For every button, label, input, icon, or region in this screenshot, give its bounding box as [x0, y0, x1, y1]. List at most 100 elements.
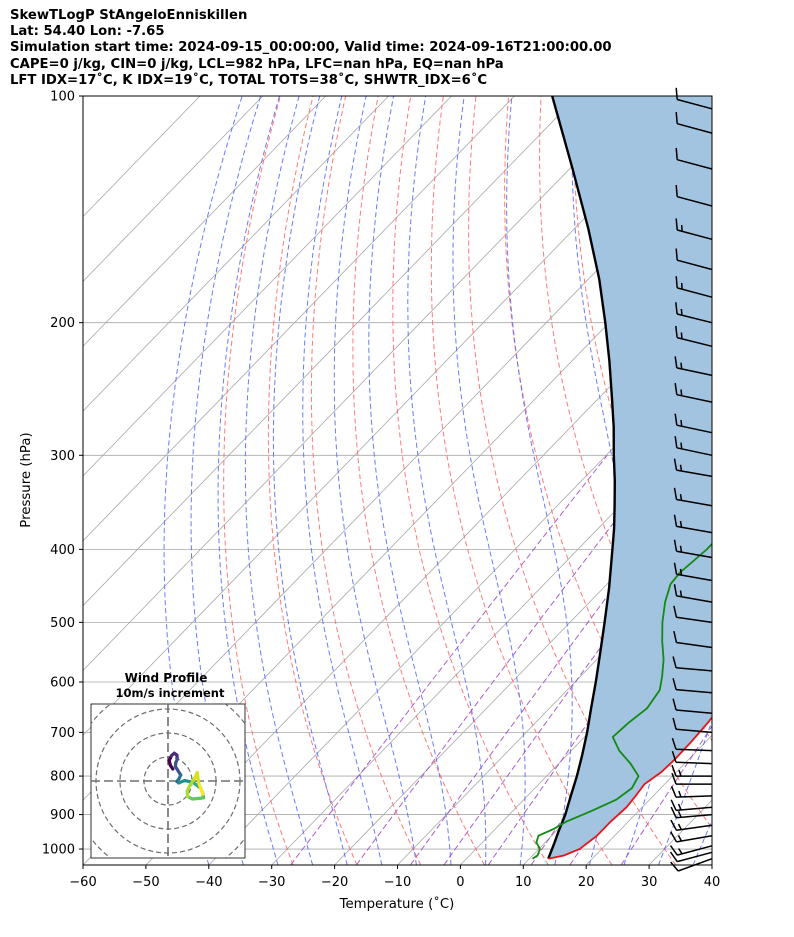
dry-adiabat: [572, 96, 712, 652]
x-tick-label: 10: [515, 875, 532, 890]
isotherm-line: [83, 96, 704, 736]
isotherm-line: [397, 540, 712, 865]
isotherm-line: [711, 864, 712, 865]
wind-barb: [675, 147, 713, 170]
wind-barb: [673, 605, 713, 624]
wind-barb: [672, 656, 713, 672]
cape-cin-shading: [548, 96, 712, 859]
moist-adiabat: [217, 96, 280, 865]
dry-adiabat: [392, 96, 549, 865]
wind-barb: [673, 458, 713, 478]
x-axis-ticks: −60 −50 −40 −30 −20 −10 0 10 20 30 40: [69, 865, 720, 890]
parcel-profile-line: [547, 96, 617, 860]
hodograph-trace-segment: [199, 787, 205, 796]
chart-title: SkewTLogP StAngeloEnniskillen: [10, 8, 248, 23]
wind-barb: [669, 845, 713, 856]
hodograph-plot: [91, 704, 245, 858]
isotherm-line: [334, 475, 712, 865]
y-tick-label: 700: [50, 726, 75, 741]
wind-barb: [672, 717, 713, 734]
wind-barb: [671, 750, 713, 765]
isotherm-line: [83, 96, 578, 607]
x-tick-label: −30: [258, 875, 285, 890]
x-tick-label: 20: [578, 875, 595, 890]
x-tick-label: −10: [384, 875, 411, 890]
dry-adiabat: [538, 96, 712, 742]
wind-barb: [670, 819, 713, 832]
moist-adiabat: [452, 96, 526, 865]
wind-barb: [670, 786, 713, 798]
moist-adiabat: [368, 96, 452, 865]
y-tick-label: 600: [50, 675, 75, 690]
stability-indices: LFT IDX=17˚C, K IDX=19˚C, TOTAL TOTS=38˚…: [10, 72, 488, 88]
moist-adiabat: [272, 96, 348, 865]
y-tick-label: 900: [50, 808, 75, 823]
simulation-time: Simulation start time: 2024-09-15_00:00:…: [10, 40, 612, 56]
wind-barb: [673, 630, 713, 649]
wind-barb: [675, 276, 713, 298]
x-tick-label: −50: [132, 875, 159, 890]
y-tick-label: 400: [50, 543, 75, 558]
isotherm-line: [83, 96, 389, 412]
dry-adiabat: [223, 96, 294, 865]
dewpoint-profile-line: [532, 542, 712, 860]
wind-barb: [674, 413, 713, 434]
mixing-ratio-lines: [290, 454, 712, 865]
wind-barb: [674, 356, 713, 377]
wind-barb: [675, 87, 713, 110]
isotherm-line: [83, 96, 641, 672]
isotherm-line: [460, 605, 712, 865]
x-tick-label: 40: [704, 875, 721, 890]
wind-barb: [672, 678, 713, 694]
dry-adiabat: [468, 96, 677, 865]
y-axis-ticks: 100 200 300 400 500 600 700 800 900 1000: [42, 90, 83, 858]
isotherm-line: [83, 96, 327, 347]
moist-adiabat: [244, 96, 314, 865]
wind-barb: [671, 764, 712, 777]
x-tick-label: −60: [69, 875, 96, 890]
convective-indices: CAPE=0 j/kg, CIN=0 j/kg, LCL=982 hPa, LF…: [10, 56, 504, 72]
wind-barb: [675, 112, 713, 134]
wind-barb: [673, 514, 713, 534]
x-tick-label: 0: [456, 875, 464, 890]
isotherm-line: [145, 280, 712, 865]
wind-barb: [675, 325, 713, 348]
wind-barb: [674, 436, 713, 457]
moist-adiabat: [506, 96, 573, 865]
mixing-ratio-line: [290, 454, 608, 865]
station-location: Lat: 54.40 Lon: -7.65: [10, 24, 165, 40]
dry-adiabat: [703, 96, 712, 165]
y-axis-label: Pressure (hPa): [19, 432, 34, 527]
hodograph-title: Wind Profile: [125, 671, 208, 685]
wind-barb: [675, 248, 713, 271]
sounding-profiles: [532, 96, 712, 860]
hodograph-subtitle: 10m/s increment: [116, 686, 225, 700]
wind-barb: [670, 831, 713, 843]
y-tick-label: 300: [50, 449, 75, 464]
dry-adiabat: [267, 96, 358, 865]
wind-barb: [670, 799, 713, 812]
moist-adiabat: [302, 96, 383, 865]
dry-adiabat: [310, 96, 422, 865]
y-tick-label: 1000: [42, 843, 75, 858]
wind-barb: [675, 302, 713, 324]
wind-barb: [673, 584, 713, 603]
isotherm-line: [271, 410, 712, 865]
dry-adiabat: [352, 96, 485, 865]
isotherm-line: [585, 734, 712, 865]
x-axis-label: Temperature (˚C): [339, 895, 455, 912]
hodograph-trace-segment: [173, 764, 183, 777]
wind-barb: [673, 562, 713, 582]
moist-adiabat: [190, 96, 262, 865]
y-tick-label: 200: [50, 316, 75, 331]
mixing-ratio-line: [355, 454, 666, 865]
isotherm-line: [208, 345, 712, 865]
dry-adiabat: [769, 96, 794, 865]
dry-adiabat: [737, 96, 794, 865]
chart-header: SkewTLogP StAngeloEnniskillen Lat: 54.40…: [10, 8, 612, 89]
y-tick-label: 100: [50, 90, 75, 105]
isotherm-line: [83, 96, 515, 542]
x-tick-label: 30: [641, 875, 658, 890]
moist-adiabat: [333, 96, 417, 865]
